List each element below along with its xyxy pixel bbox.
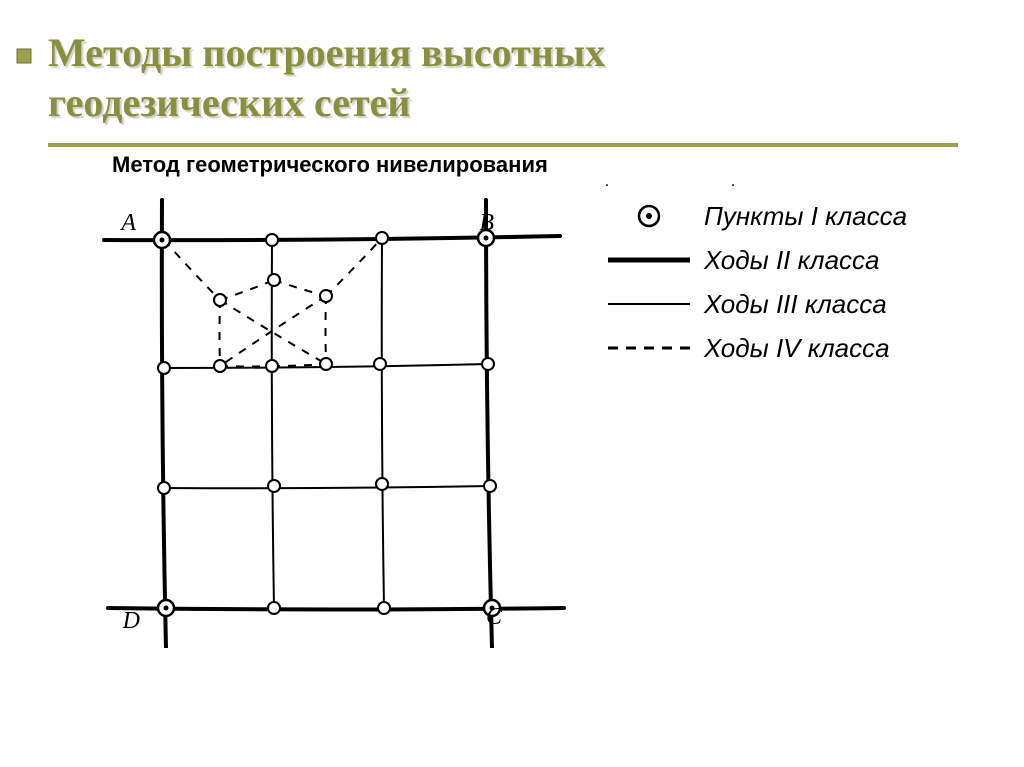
title-bullet-icon xyxy=(16,48,32,64)
title-underline xyxy=(48,134,958,138)
svg-text:D: D xyxy=(122,608,140,634)
legend: Пункты I класса Ходы II класса Ходы III … xyxy=(604,194,907,370)
tick-marks: ˙˙ xyxy=(604,180,1024,190)
slide-title: Методы построения высотных геодезических… xyxy=(48,28,984,128)
legend-row-class4: Ходы IV класса xyxy=(604,326,907,370)
svg-text:C: C xyxy=(486,604,503,630)
legend-label-class4: Ходы IV класса xyxy=(694,333,890,364)
slide-subtitle: Метод геометрического нивелирования xyxy=(112,152,984,178)
legend-symbol-dash-icon xyxy=(604,328,694,368)
legend-row-class1: Пункты I класса xyxy=(604,194,907,238)
legend-symbol-point-icon xyxy=(604,196,694,236)
svg-text:B: B xyxy=(479,210,494,236)
svg-text:A: A xyxy=(119,210,136,236)
title-line-2: геодезических сетей xyxy=(48,80,410,125)
legend-symbol-thin-icon xyxy=(604,284,694,324)
legend-label-class3: Ходы III класса xyxy=(694,289,887,320)
legend-row-class3: Ходы III класса xyxy=(604,282,907,326)
legend-label-class2: Ходы II класса xyxy=(694,245,880,276)
title-line-1: Методы построения высотных xyxy=(48,30,605,75)
legend-symbol-thick-icon xyxy=(604,240,694,280)
legend-row-class2: Ходы II класса xyxy=(604,238,907,282)
content-area: ˙˙ ABCD Пункты I класса Ходы II класса xyxy=(74,188,984,668)
legend-label-class1: Пункты I класса xyxy=(694,201,907,232)
network-diagram: A B C D xyxy=(74,188,574,648)
